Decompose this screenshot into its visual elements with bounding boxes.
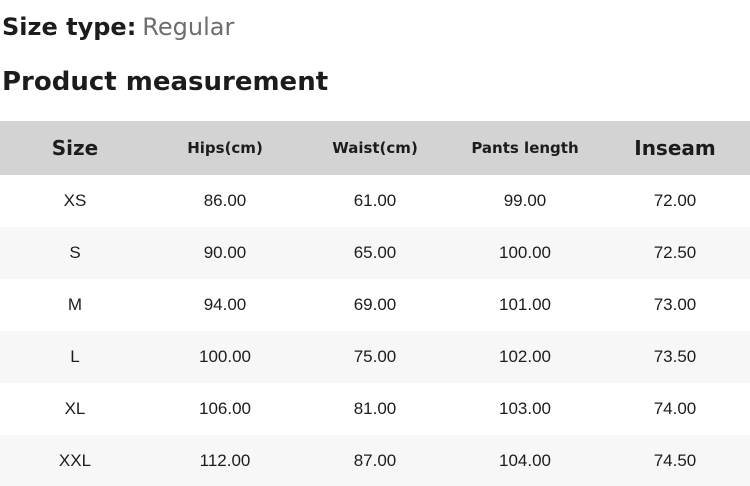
value-cell: 72.50 (600, 226, 750, 279)
value-cell: 61.00 (300, 174, 450, 227)
value-cell: 73.00 (600, 278, 750, 331)
value-cell: 81.00 (300, 382, 450, 435)
column-header-inseam: Inseam (600, 120, 750, 175)
value-cell: 99.00 (450, 174, 600, 227)
value-cell: 87.00 (300, 434, 450, 486)
value-cell: 75.00 (300, 330, 450, 383)
size-type-label: Size type: (2, 13, 137, 41)
value-cell: 90.00 (150, 226, 300, 279)
value-cell: 106.00 (150, 382, 300, 435)
measurement-table: Size Hips(cm) Waist(cm) Pants length Inseam … (0, 120, 750, 486)
table-row-l: L 100.00 75.00 102.00 73.50 (0, 330, 750, 383)
size-type-value: Regular (142, 13, 235, 41)
size-cell-l: L (0, 330, 150, 383)
table-row-xxl: XXL 112.00 87.00 104.00 74.50 (0, 434, 750, 486)
column-header-waist-cm: Waist(cm) (300, 120, 450, 175)
table-header-row: Size Hips(cm) Waist(cm) Pants length Inseam (0, 120, 750, 175)
value-cell: 74.50 (600, 434, 750, 486)
value-cell: 100.00 (450, 226, 600, 279)
column-header-hips-cm: Hips(cm) (150, 120, 300, 175)
value-cell: 65.00 (300, 226, 450, 279)
size-cell-xs: XS (0, 174, 150, 227)
value-cell: 100.00 (150, 330, 300, 383)
value-cell: 72.00 (600, 174, 750, 227)
value-cell: 73.50 (600, 330, 750, 383)
size-type-line: Size type: Regular (0, 0, 750, 42)
measurement-table-body: XS 86.00 61.00 99.00 72.00 S 90.00 65.00 100.00 7… (0, 174, 750, 486)
column-header-size: Size (0, 120, 150, 175)
value-cell: 102.00 (450, 330, 600, 383)
value-cell: 74.00 (600, 382, 750, 435)
value-cell: 104.00 (450, 434, 600, 486)
value-cell: 101.00 (450, 278, 600, 331)
measurement-table-head: Size Hips(cm) Waist(cm) Pants length Inseam (0, 120, 750, 175)
size-cell-s: S (0, 226, 150, 279)
value-cell: 86.00 (150, 174, 300, 227)
size-cell-m: M (0, 278, 150, 331)
table-row-m: M 94.00 69.00 101.00 73.00 (0, 278, 750, 331)
product-measurement-title: Product measurement (2, 66, 329, 97)
table-row-xl: XL 106.00 81.00 103.00 74.00 (0, 382, 750, 435)
table-row-xs: XS 86.00 61.00 99.00 72.00 (0, 174, 750, 227)
size-cell-xl: XL (0, 382, 150, 435)
size-cell-xxl: XXL (0, 434, 150, 486)
table-row-s: S 90.00 65.00 100.00 72.50 (0, 226, 750, 279)
value-cell: 112.00 (150, 434, 300, 486)
column-header-pants-length: Pants length (450, 120, 600, 175)
value-cell: 103.00 (450, 382, 600, 435)
value-cell: 69.00 (300, 278, 450, 331)
value-cell: 94.00 (150, 278, 300, 331)
